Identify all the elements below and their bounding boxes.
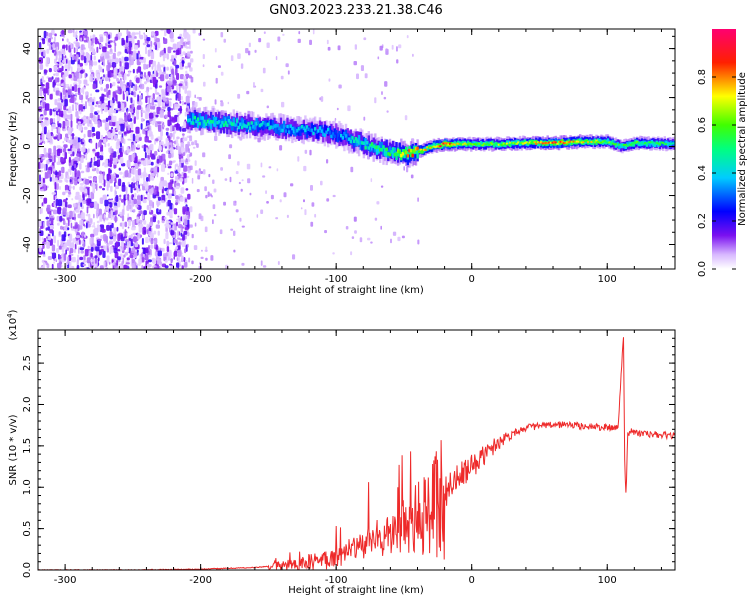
snr-y-tick-label: 1.0 [22, 479, 33, 495]
spectrogram-y-tick-label: -40 [22, 236, 33, 252]
spectrogram-x-tick-label: 0 [469, 274, 475, 285]
colorbar: 0.0 0.2 0.4 0.6 0.8 Normalized spectral ampl… [697, 29, 748, 277]
colorbar-tick-label: 0.2 [697, 213, 708, 229]
snr-xlabel: Height of straight line (km) [288, 585, 424, 596]
colorbar-tick-label: 0.4 [697, 165, 708, 181]
snr-series-line [38, 337, 675, 570]
snr-y-tick-label: 2.5 [22, 355, 33, 371]
spectrogram-x-tick-label: 100 [598, 274, 617, 285]
snr-x-tick-label: 100 [598, 575, 617, 586]
snr-x-tick-label: -100 [325, 575, 348, 586]
colorbar-tick-label: 0.6 [697, 117, 708, 133]
snr-x-tick-label: -200 [189, 575, 212, 586]
snr-ylabel: SNR (10 * v/v) [8, 414, 19, 485]
snr-y-tick-label: 0.5 [22, 521, 33, 537]
spectrogram-y-tick-label: 20 [22, 91, 33, 104]
colorbar-ticks: 0.0 0.2 0.4 0.6 0.8 [697, 69, 736, 277]
snr-scale-exponent: 4 [6, 313, 14, 318]
snr-ticks: -300 -200 -100 0 100 0.0 0.5 1.0 1.5 2.0 2.5 [22, 330, 675, 586]
snr-panel: -300 -200 -100 0 100 0.0 0.5 1.0 1.5 2.0 2.5 Heigh… [6, 309, 676, 596]
spectrogram-xlabel: Height of straight line (km) [288, 285, 424, 296]
colorbar-tick-label: 0.8 [697, 69, 708, 85]
snr-frame [37, 329, 676, 571]
snr-scale-label: (x104) [6, 309, 19, 340]
spectrogram-x-tick-label: -100 [325, 274, 348, 285]
snr-y-tick-label: 0.0 [22, 562, 33, 578]
spectrogram-y-tick-label: -20 [22, 187, 33, 203]
colorbar-tick-label: 0.0 [697, 261, 708, 277]
svg-text:(x104): (x104) [6, 309, 19, 340]
snr-y-tick-label: 2.0 [22, 397, 33, 413]
noise-speckle [38, 29, 420, 269]
spectrogram-y-tick-label: 0 [22, 143, 33, 149]
snr-y-tick-label: 1.5 [22, 438, 33, 454]
snr-x-tick-label: -300 [54, 575, 77, 586]
spectrogram-ylabel: Frequency (Hz) [8, 111, 19, 187]
spectrogram-frame [37, 28, 676, 270]
signal-track [187, 105, 675, 168]
spectrogram-image [38, 29, 675, 269]
spectrogram-y-tick-label: 40 [22, 42, 33, 55]
spectrogram-x-tick-label: -300 [54, 274, 77, 285]
snr-plot-area [38, 337, 675, 570]
colorbar-gradient [712, 29, 736, 269]
snr-scale-suffix: ) [8, 309, 19, 313]
snr-scale-prefix: (x10 [8, 318, 19, 341]
snr-x-tick-label: 0 [469, 575, 475, 586]
colorbar-label: Normalized spectral amplitude [737, 72, 748, 226]
spectrogram-x-tick-label: -200 [189, 274, 212, 285]
figure-title: GN03.2023.233.21.38.C46 [269, 3, 443, 18]
